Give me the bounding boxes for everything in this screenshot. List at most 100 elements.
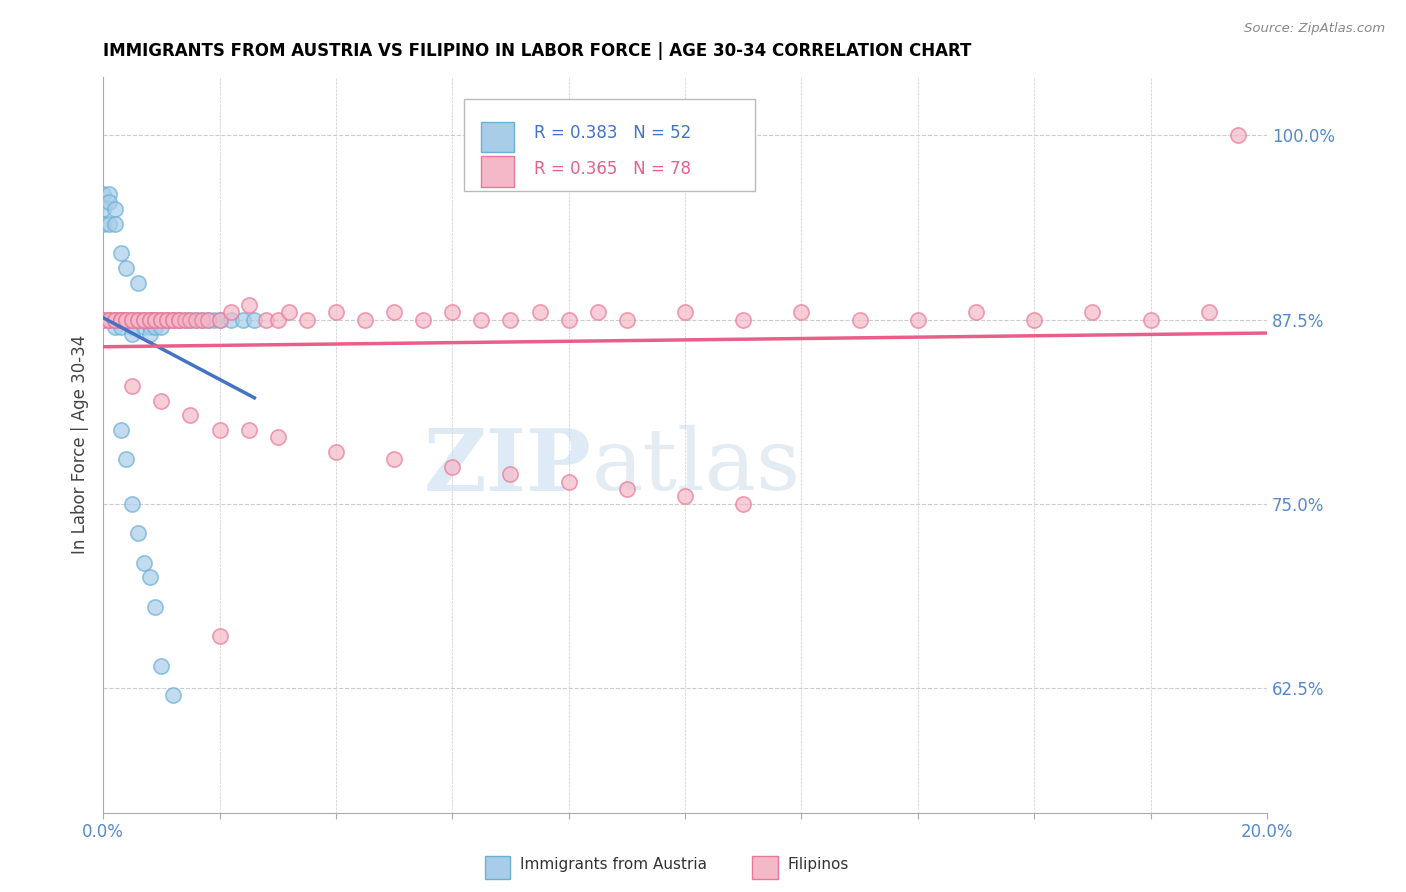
Point <box>162 312 184 326</box>
Point <box>238 298 260 312</box>
Point <box>97 312 120 326</box>
Point <box>150 320 173 334</box>
Point <box>1081 305 1104 319</box>
Point <box>965 305 987 319</box>
Point <box>586 305 609 319</box>
Text: Source: ZipAtlas.com: Source: ZipAtlas.com <box>1244 22 1385 36</box>
Point <box>907 312 929 326</box>
Point <box>1198 305 1220 319</box>
Point <box>150 312 173 326</box>
Point <box>145 320 167 334</box>
Point <box>121 497 143 511</box>
Point <box>191 312 214 326</box>
Point <box>557 475 579 489</box>
Point <box>110 312 132 326</box>
Point <box>97 312 120 326</box>
Point <box>186 312 208 326</box>
Point <box>162 688 184 702</box>
Point <box>91 202 114 216</box>
Point <box>295 312 318 326</box>
Point <box>733 497 755 511</box>
Point <box>325 445 347 459</box>
Point <box>145 599 167 614</box>
Point <box>138 570 160 584</box>
Point <box>219 312 242 326</box>
Point <box>179 312 201 326</box>
Point <box>733 312 755 326</box>
Point <box>115 312 138 326</box>
Point <box>167 312 190 326</box>
Point <box>1024 312 1046 326</box>
Point <box>173 312 195 326</box>
Point <box>156 312 179 326</box>
Point <box>325 305 347 319</box>
Point <box>232 312 254 326</box>
Point <box>110 246 132 260</box>
Point <box>470 312 492 326</box>
Point <box>616 482 638 496</box>
Point <box>104 217 127 231</box>
Point <box>127 526 149 541</box>
Point <box>156 312 179 326</box>
Point <box>138 312 160 326</box>
Point <box>127 312 149 326</box>
Point <box>97 194 120 209</box>
Point <box>173 312 195 326</box>
Point <box>673 305 696 319</box>
Point <box>91 312 114 326</box>
Point <box>145 312 167 326</box>
Point <box>104 202 127 216</box>
Point <box>208 423 231 437</box>
FancyBboxPatch shape <box>464 99 755 191</box>
Point <box>162 312 184 326</box>
Point <box>110 423 132 437</box>
Point <box>243 312 266 326</box>
Point <box>104 312 127 326</box>
Text: IMMIGRANTS FROM AUSTRIA VS FILIPINO IN LABOR FORCE | AGE 30-34 CORRELATION CHART: IMMIGRANTS FROM AUSTRIA VS FILIPINO IN L… <box>103 42 972 60</box>
Point <box>167 312 190 326</box>
Point <box>208 629 231 643</box>
Point <box>127 312 149 326</box>
Point <box>208 312 231 326</box>
Point <box>104 312 127 326</box>
Point <box>138 312 160 326</box>
Point <box>121 312 143 326</box>
Point <box>110 320 132 334</box>
Point <box>115 260 138 275</box>
Text: ZIP: ZIP <box>425 425 592 508</box>
Point <box>191 312 214 326</box>
Point <box>132 312 155 326</box>
Point <box>138 312 160 326</box>
Text: R = 0.365   N = 78: R = 0.365 N = 78 <box>534 160 690 178</box>
Point <box>121 320 143 334</box>
FancyBboxPatch shape <box>481 156 515 187</box>
Point <box>97 312 120 326</box>
Point <box>179 312 201 326</box>
Point <box>354 312 377 326</box>
Point <box>91 187 114 202</box>
Point <box>673 489 696 503</box>
Point <box>121 312 143 326</box>
Point <box>202 312 225 326</box>
Text: atlas: atlas <box>592 425 801 508</box>
Point <box>167 312 190 326</box>
Point <box>104 320 127 334</box>
Point <box>441 459 464 474</box>
Point <box>145 312 167 326</box>
Point <box>138 320 160 334</box>
Point <box>91 217 114 231</box>
Point <box>115 312 138 326</box>
Point <box>382 452 405 467</box>
Point <box>790 305 813 319</box>
Point <box>254 312 277 326</box>
Point <box>179 409 201 423</box>
Point <box>110 312 132 326</box>
Point <box>110 312 132 326</box>
Point <box>115 452 138 467</box>
Point <box>121 379 143 393</box>
Point <box>499 467 522 482</box>
Point <box>121 327 143 342</box>
Point <box>616 312 638 326</box>
Point <box>219 305 242 319</box>
Point <box>267 430 290 444</box>
